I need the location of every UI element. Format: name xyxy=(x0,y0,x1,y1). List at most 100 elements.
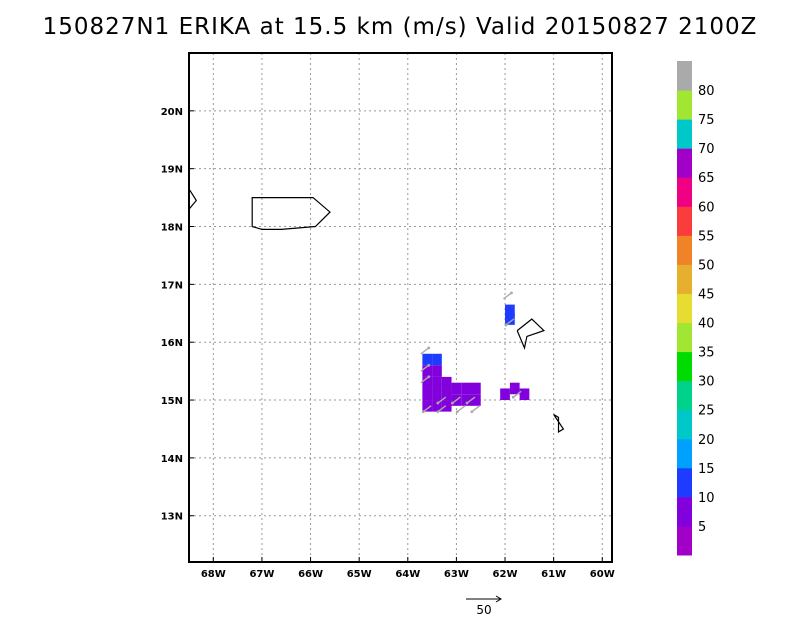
lon-tick-label: 61W xyxy=(541,569,566,580)
colorbar-swatch xyxy=(677,496,692,527)
wind-speed-cell xyxy=(519,388,530,401)
map-plot-area: 68W 67W 66W 65W 64W 63W 62W 61W 60W 13N 14N 15N 16N… xyxy=(161,52,615,580)
vector-reference-arrowhead xyxy=(495,595,502,603)
colorbar-swatch xyxy=(677,119,692,149)
wind-vector-head xyxy=(436,410,440,414)
wind-vector xyxy=(456,405,466,413)
wind-vectors xyxy=(420,291,522,414)
coastline xyxy=(553,413,565,433)
plot-frame xyxy=(188,52,613,563)
colorbar-swatch xyxy=(677,177,692,207)
colorbar-swatch xyxy=(677,148,692,178)
colorbar-legend: 5 10 15 20 25 30 35 40 45 50 55 60 65 70 75 80 xyxy=(677,61,715,556)
wind-speed-cell xyxy=(432,365,442,377)
colorbar-label: 45 xyxy=(698,287,715,302)
wind-speed-cell xyxy=(461,394,471,406)
wind-speed-cell xyxy=(441,388,452,401)
wind-vector xyxy=(437,396,447,404)
colorbar-swatch xyxy=(677,351,692,382)
wind-vector-head xyxy=(511,395,515,399)
lon-tick-label: 67W xyxy=(249,569,274,580)
lat-tick-label: 19N xyxy=(161,165,183,176)
colorbar-label: 25 xyxy=(698,404,715,419)
lat-tick-label: 20N xyxy=(161,107,183,118)
wind-vector-head xyxy=(504,323,508,327)
lon-tick-label: 63W xyxy=(444,569,469,580)
wind-vector-head xyxy=(451,401,454,405)
colorbar-label: 60 xyxy=(698,200,715,215)
colorbar-swatch xyxy=(677,438,692,469)
lat-tick-label: 18N xyxy=(161,223,183,234)
wind-vector-head xyxy=(465,401,469,405)
colorbar-swatch xyxy=(677,467,692,498)
colorbar-swatch xyxy=(677,525,692,556)
wind-speed-cell xyxy=(505,304,515,317)
colorbar-swatch xyxy=(677,409,692,440)
wind-speed-cell xyxy=(432,388,442,401)
colorbar-label: 15 xyxy=(698,462,715,477)
colorbar-label: 70 xyxy=(698,142,715,157)
coastline xyxy=(251,197,331,230)
wind-vector xyxy=(505,318,515,326)
colorbar-label: 30 xyxy=(698,375,715,390)
coastline xyxy=(516,318,546,351)
graticule-grid xyxy=(189,53,612,562)
wind-speed-cell xyxy=(432,376,442,389)
wind-speed-cell xyxy=(422,365,433,377)
latitude-axis: 13N 14N 15N 16N 17N 18N 19N 20N xyxy=(161,107,194,523)
lon-tick-label: 60W xyxy=(590,569,615,580)
lon-tick-label: 65W xyxy=(347,569,372,580)
lat-tick-label: 13N xyxy=(161,512,183,523)
colorbar-swatch xyxy=(677,235,692,265)
colorbar-label: 65 xyxy=(698,171,715,186)
wind-speed-cell xyxy=(422,400,433,412)
wind-vector xyxy=(512,390,522,398)
wind-vector-head xyxy=(436,401,440,405)
wind-speed-cell xyxy=(461,382,471,395)
wind-vector-head xyxy=(421,410,425,414)
colorbar-label: 80 xyxy=(698,84,715,99)
wind-speed-cell xyxy=(500,388,510,401)
colorbar-swatch xyxy=(677,293,692,324)
wind-vector xyxy=(422,405,432,413)
vector-reference-label: 50 xyxy=(476,603,491,617)
wind-speed-cell xyxy=(451,382,462,395)
wind-vector xyxy=(420,364,430,372)
colorbar-label: 75 xyxy=(698,113,715,128)
coastline xyxy=(189,188,198,210)
wind-vector-head xyxy=(427,346,431,350)
lat-tick-label: 16N xyxy=(161,338,183,349)
lon-tick-label: 62W xyxy=(493,569,518,580)
colorbar-label: 50 xyxy=(698,258,715,273)
lon-tick-label: 68W xyxy=(201,569,226,580)
wind-vector xyxy=(451,396,461,404)
wind-vector-head xyxy=(510,291,513,295)
lon-tick-label: 64W xyxy=(395,569,420,580)
longitude-axis: 68W 67W 66W 65W 64W 63W 62W 61W 60W xyxy=(201,557,615,580)
colorbar-label: 5 xyxy=(698,520,706,535)
vector-reference: 50 xyxy=(466,595,502,617)
wind-speed-cell xyxy=(509,382,520,395)
colorbar-label: 10 xyxy=(698,491,715,506)
colorbar-swatch xyxy=(677,322,692,353)
wind-vector xyxy=(420,376,430,384)
wind-vector-head xyxy=(427,375,431,379)
wind-vector-head xyxy=(455,410,459,414)
wind-speed-cell xyxy=(441,400,452,412)
wind-vector-head xyxy=(470,410,474,414)
lat-tick-label: 17N xyxy=(161,280,183,291)
colorbar-label: 35 xyxy=(698,346,715,361)
wind-vector xyxy=(437,405,447,413)
colorbar-swatch xyxy=(677,90,692,120)
wind-speed-cell xyxy=(422,376,433,389)
colorbar-swatch xyxy=(677,206,692,236)
wind-speed-cell xyxy=(422,353,433,366)
wind-vector xyxy=(471,405,481,413)
colorbar-swatch xyxy=(677,61,692,91)
wind-vector xyxy=(466,396,476,404)
wind-speed-cell xyxy=(471,382,481,395)
wind-speed-cell xyxy=(422,388,433,401)
lat-tick-label: 14N xyxy=(161,454,183,465)
wind-vector-head xyxy=(427,363,431,367)
